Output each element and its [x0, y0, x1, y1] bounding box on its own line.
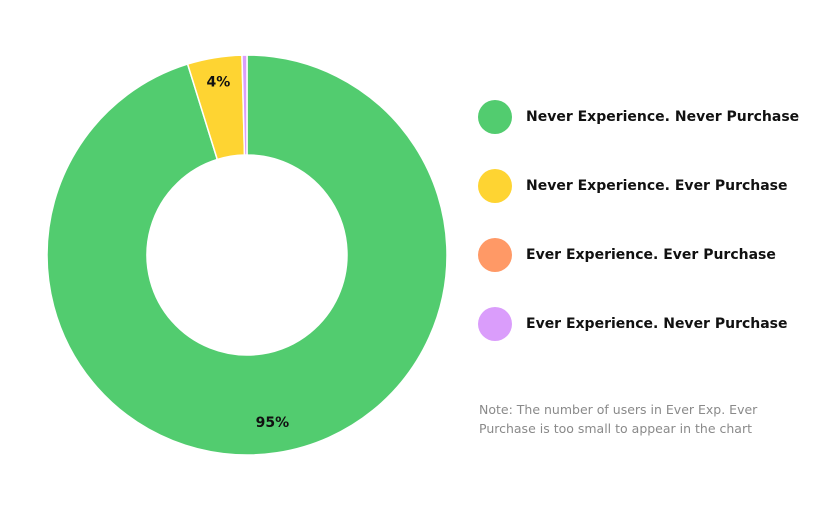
- legend-label: Never Experience. Ever Purchase: [526, 178, 788, 194]
- legend: Never Experience. Never Purchase Never E…: [478, 100, 800, 341]
- legend-swatch-purple: [478, 307, 512, 341]
- legend-item-ever-exp-ever-purchase: Ever Experience. Ever Purchase: [478, 238, 798, 272]
- legend-item-never-exp-never-purchase: Never Experience. Never Purchase: [478, 100, 800, 134]
- legend-swatch-orange: [478, 238, 512, 272]
- donut-chart: 95% 4%: [46, 54, 448, 456]
- legend-swatch-green: [478, 100, 512, 134]
- data-label-never-exp-ever-purchase: 4%: [206, 74, 230, 90]
- slice-ever-exp-never-purchase: [241, 54, 248, 156]
- legend-item-never-exp-ever-purchase: Never Experience. Ever Purchase: [478, 169, 798, 203]
- slice-never-exp-never-purchase: [46, 54, 448, 456]
- data-label-never-exp-never-purchase: 95%: [256, 415, 290, 431]
- legend-item-ever-exp-never-purchase: Ever Experience. Never Purchase: [478, 307, 798, 341]
- legend-label: Never Experience. Never Purchase: [526, 109, 800, 125]
- legend-label: Ever Experience. Never Purchase: [526, 316, 788, 332]
- legend-swatch-yellow: [478, 169, 512, 203]
- chart-note: Note: The number of users in Ever Exp. E…: [479, 402, 758, 436]
- legend-label: Ever Experience. Ever Purchase: [526, 247, 776, 263]
